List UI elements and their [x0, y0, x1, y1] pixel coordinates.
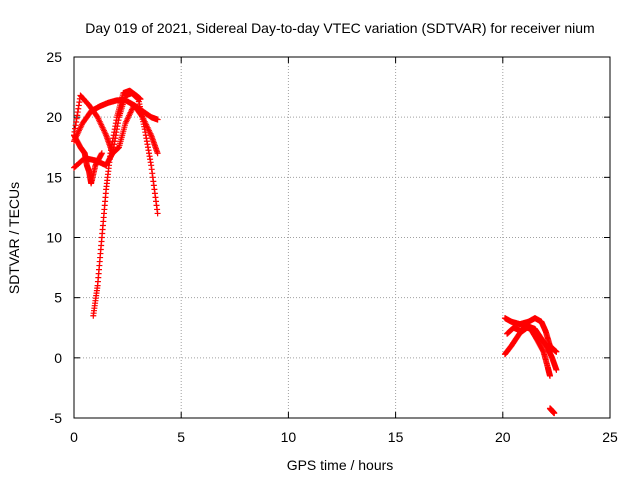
y-axis-label: SDTVAR / TECUs [6, 182, 22, 294]
data-points [71, 87, 560, 417]
x-tick-label: 5 [177, 429, 185, 445]
data-point [553, 366, 560, 373]
x-tick-label: 25 [602, 429, 618, 445]
data-point [551, 410, 558, 417]
data-point [137, 96, 144, 103]
y-tick-label: 25 [46, 49, 62, 65]
data-point [154, 116, 161, 123]
y-tick-labels: -5 0 5 10 15 20 25 [46, 49, 62, 426]
data-point [98, 150, 105, 157]
y-tick-label: 20 [46, 109, 62, 125]
x-tick-label: 10 [281, 429, 297, 445]
x-tick-label: 15 [388, 429, 404, 445]
y-tick-label: -5 [50, 410, 63, 426]
data-point [154, 210, 161, 217]
series-arc-8 [504, 323, 560, 373]
series-arc-5 [71, 132, 105, 187]
y-tick-label: 15 [46, 169, 62, 185]
series-arc-9 [546, 405, 558, 417]
axis-ticks [73, 56, 611, 419]
x-tick-label: 0 [70, 429, 78, 445]
y-tick-label: 0 [54, 350, 62, 366]
x-tick-labels: 0 5 10 15 20 25 [70, 429, 618, 445]
y-tick-label: 10 [46, 230, 62, 246]
data-point [546, 372, 553, 379]
grid-lines [74, 57, 610, 418]
series-arc-4 [90, 87, 144, 319]
data-point [154, 150, 161, 157]
x-tick-label: 20 [495, 429, 511, 445]
chart-title: Day 019 of 2021, Sidereal Day-to-day VTE… [85, 20, 594, 36]
y-tick-label: 5 [54, 290, 62, 306]
x-axis-label: GPS time / hours [287, 457, 394, 473]
data-point [553, 348, 560, 355]
